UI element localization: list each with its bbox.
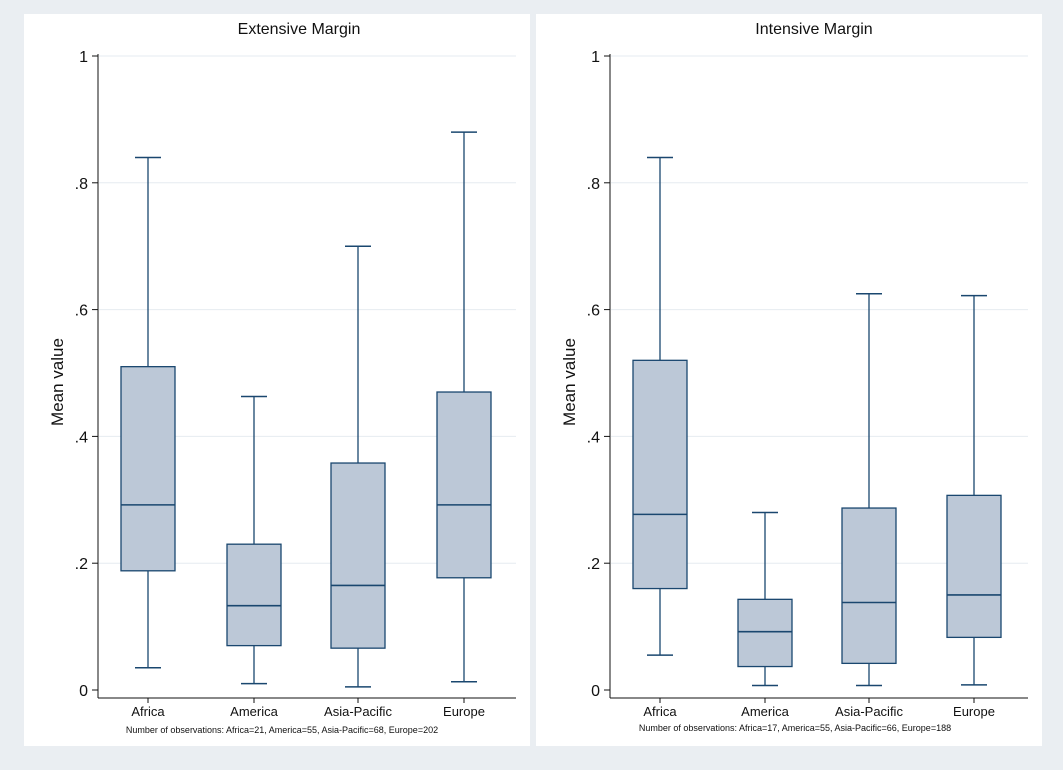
y-tick-label: .2 [587, 556, 600, 573]
x-tick-label: Europe [443, 704, 485, 719]
y-tick-label: .8 [587, 176, 600, 193]
x-tick-label: America [230, 704, 278, 719]
iqr-box [841, 507, 897, 665]
box-group-europe [436, 131, 492, 683]
chart-title: Intensive Margin [755, 21, 872, 38]
iqr-box [946, 494, 1002, 639]
y-tick-label: 0 [591, 683, 600, 700]
x-tick-label: Africa [131, 704, 165, 719]
chart-title: Extensive Margin [238, 21, 361, 38]
iqr-box [330, 462, 386, 649]
panel-extensive-margin: 0 .2 .4 .6 .8 1 Africa America Asia-Pacific Europ… [24, 14, 530, 746]
x-tick-label: Asia-Pacific [324, 704, 392, 719]
y-tick-label: .8 [75, 176, 88, 193]
y-tick-label: .2 [75, 556, 88, 573]
plot-region: 0 .2 .4 .6 .8 1 Africa America Asia-Pacific Europ… [587, 49, 1028, 719]
box-group-africa [120, 156, 176, 669]
y-axis-label: Mean value [48, 338, 67, 426]
x-tick-label: America [741, 704, 789, 719]
iqr-box [737, 598, 793, 668]
panel-intensive-margin: 0 .2 .4 .6 .8 1 Africa America Asia-Pacific Europ… [536, 14, 1042, 746]
box-group-africa [632, 156, 688, 656]
y-tick-label: 0 [79, 683, 88, 700]
box-group-asia-pacific [330, 245, 386, 688]
iqr-box [226, 543, 282, 647]
box-group-america [737, 511, 793, 687]
observations-note: Number of observations: Africa=21, Ameri… [126, 725, 438, 735]
y-tick-label: .6 [75, 303, 88, 320]
x-tick-label: Asia-Pacific [835, 704, 903, 719]
y-tick-label: .6 [587, 303, 600, 320]
y-tick-label: .4 [75, 429, 88, 446]
box-group-asia-pacific [841, 293, 897, 687]
y-axis-label: Mean value [560, 338, 579, 426]
box-group-europe [946, 294, 1002, 686]
x-tick-label: Europe [953, 704, 995, 719]
iqr-box [436, 391, 492, 579]
x-tick-label: Africa [643, 704, 677, 719]
y-tick-label: 1 [591, 49, 600, 66]
plot-region: 0 .2 .4 .6 .8 1 Africa America Asia-Pacific Europ… [75, 49, 516, 719]
y-tick-label: 1 [79, 49, 88, 66]
box-group-america [226, 395, 282, 685]
observations-note: Number of observations: Africa=17, Ameri… [639, 723, 951, 733]
iqr-box [632, 359, 688, 590]
y-tick-label: .4 [587, 429, 600, 446]
iqr-box [120, 366, 176, 572]
